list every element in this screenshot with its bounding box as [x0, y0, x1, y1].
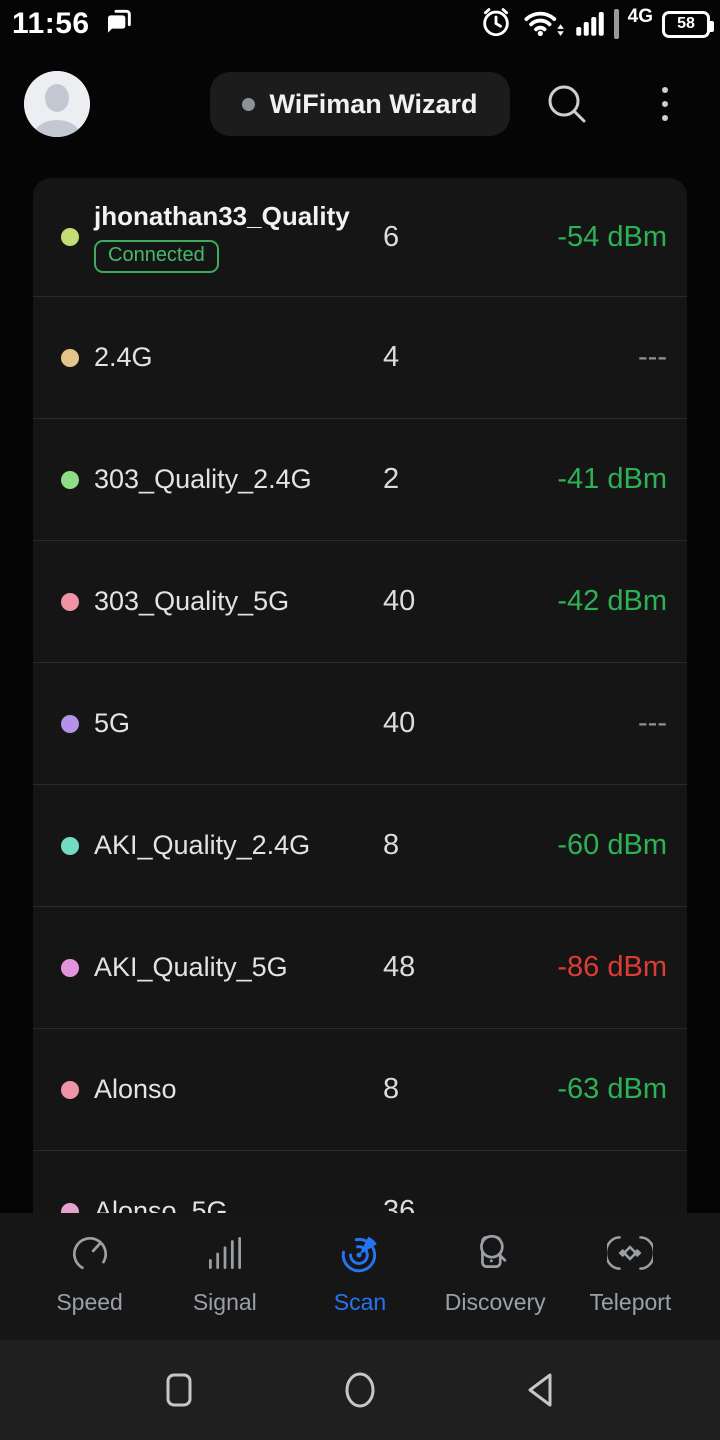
network-color-dot — [61, 348, 79, 367]
network-name: 5G — [94, 708, 131, 738]
tab-label: Speed — [56, 1289, 123, 1315]
network-name: Alonso — [94, 1074, 177, 1104]
network-name: AKI_Quality_5G — [94, 952, 288, 982]
network-color-dot — [61, 1080, 79, 1099]
android-navigation-bar — [0, 1340, 720, 1440]
tab-label: Discovery — [444, 1289, 546, 1315]
back-icon[interactable] — [518, 1362, 562, 1418]
network-name: 2.4G — [94, 342, 153, 372]
network-row[interactable]: AKI_Quality_2.4G 8 -60 dBm — [33, 784, 687, 906]
network-channel: 2 — [383, 463, 400, 495]
network-name: Alonso_5G — [94, 1196, 228, 1213]
network-row[interactable]: Alonso_5G 36 — [33, 1150, 687, 1213]
network-row[interactable]: 303_Quality_2.4G 2 -41 dBm — [33, 418, 687, 540]
status-bar: 11:56 — [0, 0, 720, 48]
network-row[interactable]: jhonathan33_Quality Connected 6 -54 dBm — [33, 178, 687, 296]
network-name: 303_Quality_5G — [94, 586, 290, 616]
network-signal: --- — [638, 341, 667, 373]
tab-label: Signal — [192, 1289, 257, 1315]
clock-time: 11:56 — [12, 7, 90, 40]
alarm-icon — [479, 5, 513, 44]
network-signal: -41 dBm — [557, 463, 667, 495]
network-row[interactable]: AKI_Quality_5G 48 -86 dBm — [33, 906, 687, 1028]
network-channel: 6 — [383, 220, 400, 253]
network-channel: 36 — [383, 1195, 416, 1213]
avatar[interactable] — [24, 71, 90, 137]
radar-icon — [337, 1230, 383, 1281]
network-channel: 48 — [383, 951, 416, 983]
network-color-dot — [61, 470, 79, 489]
tab-scan[interactable]: Scan — [292, 1213, 427, 1340]
network-row[interactable]: 303_Quality_5G 40 -42 dBm — [33, 540, 687, 662]
network-color-dot — [61, 228, 79, 246]
network-color-dot — [61, 836, 79, 855]
network-row[interactable]: 5G 40 --- — [33, 662, 687, 784]
connected-badge: Connected — [94, 240, 219, 273]
network-signal: -86 dBm — [557, 951, 667, 983]
cellular-signal-icon — [575, 7, 605, 42]
sim2-signal-bar — [613, 9, 619, 39]
network-signal: -54 dBm — [557, 220, 667, 253]
battery-nub — [710, 20, 714, 32]
network-scan-list: jhonathan33_Quality Connected 6 -54 dBm … — [33, 178, 687, 1213]
network-signal: -60 dBm — [557, 829, 667, 861]
network-name: jhonathan33_Quality — [94, 201, 350, 231]
battery-percent: 58 — [677, 15, 695, 32]
network-color-dot — [61, 714, 79, 733]
tab-label: Teleport — [589, 1289, 672, 1315]
network-signal: -42 dBm — [557, 585, 667, 617]
network-type-label: 4G — [627, 6, 653, 27]
teleport-icon — [605, 1230, 656, 1281]
network-color-dot — [61, 958, 79, 977]
network-channel: 40 — [383, 707, 416, 739]
network-signal: --- — [638, 707, 667, 739]
tab-signal[interactable]: Signal — [157, 1213, 292, 1340]
network-name: 303_Quality_2.4G — [94, 464, 312, 494]
wizard-status-dot — [242, 97, 256, 111]
wifi-icon — [522, 4, 566, 45]
network-signal: -63 dBm — [557, 1073, 667, 1105]
recents-icon[interactable] — [158, 1362, 202, 1418]
network-channel: 8 — [383, 829, 400, 861]
network-name: AKI_Quality_2.4G — [94, 830, 311, 860]
speedometer-icon — [67, 1230, 113, 1281]
network-color-dot — [61, 1202, 79, 1213]
network-channel: 4 — [383, 341, 400, 373]
tab-discovery[interactable]: Discovery — [428, 1213, 563, 1340]
wizard-label: WiFiman Wizard — [269, 88, 478, 119]
network-row[interactable]: 2.4G 4 --- — [33, 296, 687, 418]
network-channel: 8 — [383, 1073, 400, 1105]
tab-speed[interactable]: Speed — [22, 1213, 157, 1340]
search-button[interactable] — [543, 80, 591, 128]
signal-bars-icon — [202, 1230, 248, 1281]
tab-teleport[interactable]: Teleport — [563, 1213, 698, 1340]
device-search-icon — [472, 1230, 518, 1281]
message-icon — [104, 6, 136, 43]
tab-label: Scan — [333, 1289, 387, 1315]
network-row[interactable]: Alonso 8 -63 dBm — [33, 1028, 687, 1150]
home-icon[interactable] — [338, 1362, 382, 1418]
network-channel: 40 — [383, 585, 416, 617]
battery-icon: 58 — [662, 10, 714, 38]
wifiman-wizard-button[interactable]: WiFiman Wizard — [210, 72, 510, 136]
overflow-menu-button[interactable] — [652, 80, 678, 128]
bottom-navigation: Speed Signal — [0, 1213, 720, 1340]
network-color-dot — [61, 592, 79, 611]
